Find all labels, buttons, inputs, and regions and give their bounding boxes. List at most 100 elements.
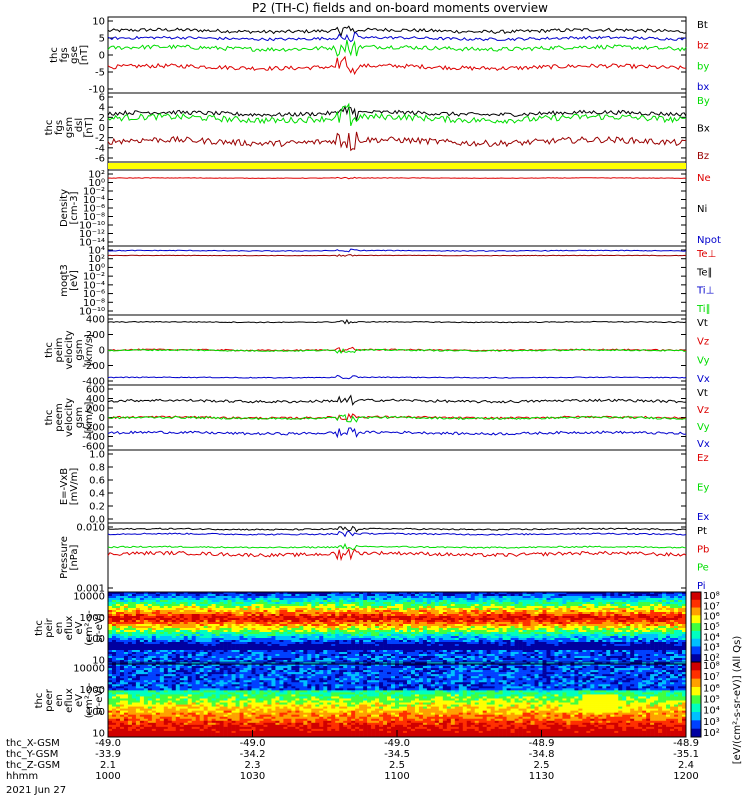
spectrogram-cell	[139, 598, 145, 601]
spectrogram-cell	[434, 602, 440, 605]
spectrogram-cell	[299, 632, 304, 635]
spectrogram-cell	[606, 638, 611, 641]
spectrogram-cell	[227, 632, 232, 635]
spectrogram-cell	[251, 630, 256, 633]
spectrogram-cell	[490, 622, 495, 625]
spectrogram-cell	[187, 642, 193, 645]
spectrogram-cell	[462, 640, 468, 643]
spectrogram-cell	[550, 608, 555, 611]
spectrogram-cell	[123, 634, 129, 637]
spectrogram-cell	[586, 644, 591, 647]
spectrogram-cell	[351, 640, 356, 643]
spectrogram-cell	[522, 626, 527, 629]
spectrogram-cell	[383, 598, 388, 601]
spectrogram-cell	[247, 626, 252, 629]
spectrogram-cell	[418, 652, 424, 655]
spectrogram-cell	[662, 640, 667, 643]
spectrogram-cell	[291, 630, 296, 633]
spectrogram-cell	[474, 596, 480, 599]
spectrogram-cell	[267, 652, 272, 655]
spectrogram-cell	[215, 642, 220, 645]
spectrogram-cell	[319, 636, 324, 639]
spectrogram-cell	[151, 604, 157, 607]
spectrogram-cell	[514, 608, 519, 611]
spectrogram-cell	[108, 596, 113, 599]
spectrogram-cell	[666, 592, 671, 595]
spectrogram-cell	[418, 618, 424, 621]
spectrogram-cell	[387, 618, 392, 621]
spectrogram-cell	[538, 654, 543, 657]
spectrogram-cell	[343, 644, 348, 647]
spectrogram-cell	[410, 618, 416, 621]
spectrogram-cell	[135, 634, 141, 637]
spectrogram-cell	[630, 646, 635, 649]
spectrogram-cell	[267, 602, 272, 605]
spectrogram-cell	[215, 618, 220, 621]
spectrogram-cell	[283, 608, 288, 611]
spectrogram-cell	[442, 624, 448, 627]
spectrogram-cell	[163, 644, 169, 647]
spectrogram-cell	[674, 608, 679, 611]
spectrogram-cell	[108, 626, 113, 629]
spectrogram-cell	[422, 654, 428, 657]
spectrogram-cell	[211, 614, 216, 617]
spectrogram-cell	[474, 630, 480, 633]
spectrogram-cell	[291, 640, 296, 643]
spectrogram-cell	[674, 592, 679, 595]
spectrogram-cell	[303, 598, 308, 601]
spectrogram-cell	[171, 594, 177, 597]
spectrogram-cell	[574, 610, 579, 613]
spectrogram-cell	[654, 644, 659, 647]
spectrogram-cell	[462, 654, 468, 657]
spectrogram-cell	[622, 640, 627, 643]
spectrogram-cell	[466, 594, 472, 597]
spectrogram-cell	[271, 654, 276, 657]
spectrogram-cell	[426, 606, 432, 609]
spectrogram-cell	[199, 610, 204, 613]
spectrogram-cell	[323, 640, 328, 643]
spectrogram-cell	[299, 606, 304, 609]
spectrogram-cell	[558, 648, 563, 651]
y-axis-label: [cm-3]	[69, 191, 80, 224]
spectrogram-cell	[430, 636, 436, 639]
spectrogram-cell	[526, 640, 531, 643]
spectrogram-cell	[263, 654, 268, 657]
spectrogram-cell	[558, 636, 563, 639]
spectrogram-cell	[566, 616, 571, 619]
spectrogram-cell	[379, 642, 384, 645]
spectrogram-cell	[327, 598, 332, 601]
spectrogram-cell	[478, 614, 484, 617]
spectrogram-cell	[454, 634, 460, 637]
spectrogram-cell	[614, 654, 619, 657]
spectrogram-cell	[402, 646, 408, 649]
spectrogram-cell	[666, 640, 671, 643]
spectrogram-cell	[191, 622, 196, 625]
spectrogram-cell	[295, 638, 300, 641]
spectrogram-cell	[570, 610, 575, 613]
spectrogram-cell	[530, 648, 535, 651]
spectrogram-cell	[606, 602, 611, 605]
spectrogram-cell	[502, 602, 507, 605]
spectrogram-cell	[478, 592, 484, 595]
spectrogram-cell	[426, 620, 432, 623]
spectrogram-cell	[227, 598, 232, 601]
spectrogram-cell	[359, 644, 364, 647]
spectrogram-cell	[574, 636, 579, 639]
spectrogram-cell	[646, 646, 651, 649]
spectrogram-cell	[375, 598, 380, 601]
spectrogram-cell	[506, 654, 511, 657]
spectrogram-cell	[251, 616, 256, 619]
spectrogram-cell	[243, 654, 248, 657]
spectrogram-cell	[582, 624, 587, 627]
y-tick-label: 200	[86, 330, 105, 341]
spectrogram-cell	[163, 612, 169, 615]
spectrogram-cell	[682, 596, 687, 599]
spectrogram-cell	[474, 608, 480, 611]
spectrogram-cell	[271, 610, 276, 613]
spectrogram-cell	[522, 620, 527, 623]
spectrogram-cell	[243, 598, 248, 601]
spectrogram-cell	[426, 650, 432, 653]
spectrogram-cell	[259, 646, 264, 649]
spectrogram-cell	[462, 648, 468, 651]
spectrogram-cell	[299, 634, 304, 637]
